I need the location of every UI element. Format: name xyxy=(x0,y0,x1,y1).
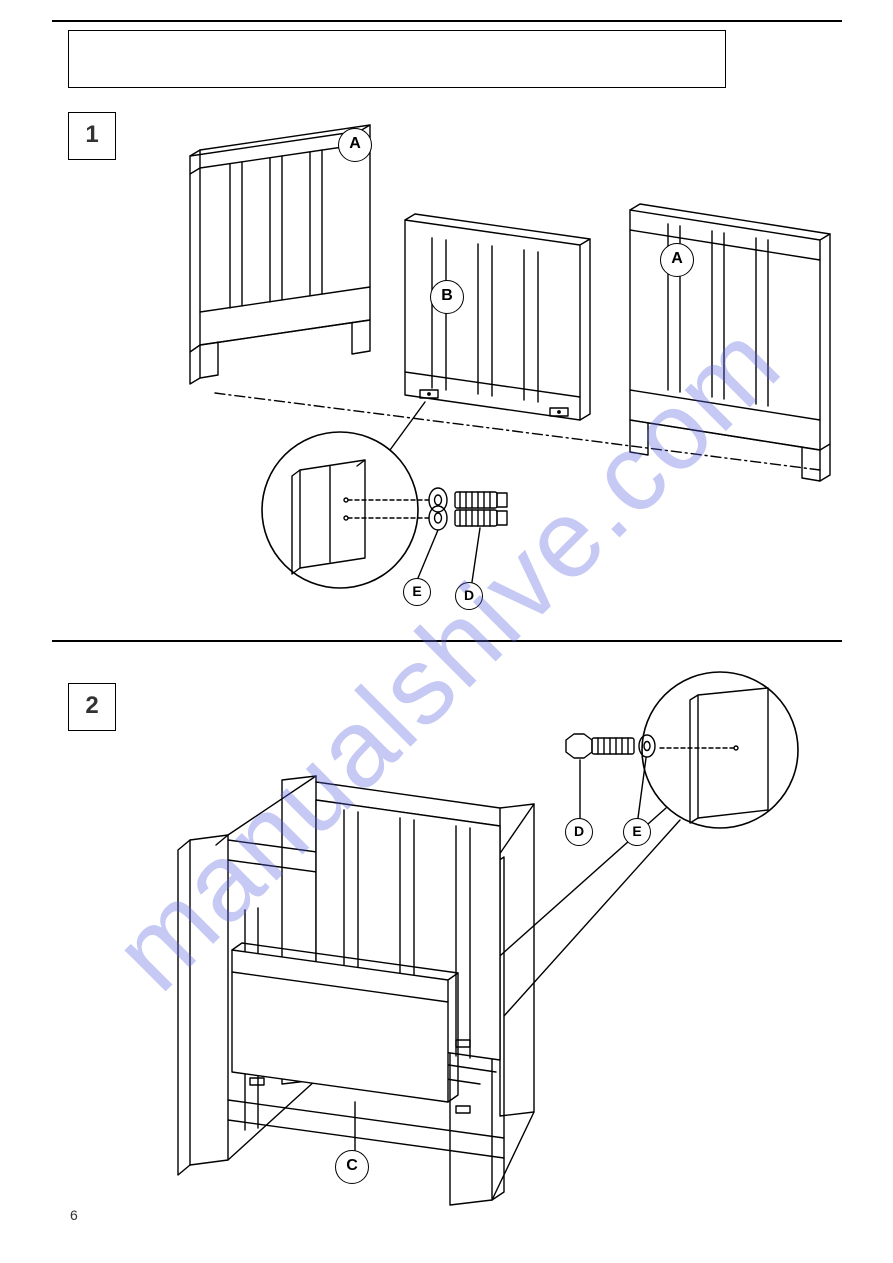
step-2-number: 2 xyxy=(85,692,98,719)
label-A-left: A xyxy=(338,128,372,162)
rule-mid xyxy=(52,640,842,642)
label-B: B xyxy=(430,280,464,314)
step-1-number: 1 xyxy=(85,121,98,148)
step-1-box: 1 xyxy=(68,112,116,160)
page-root: 1 2 xyxy=(0,0,893,1263)
label-E-step1: E xyxy=(403,578,431,606)
step2-diagram xyxy=(100,660,860,1220)
page-number: 6 xyxy=(70,1207,78,1223)
label-D-step1: D xyxy=(455,582,483,610)
title-box xyxy=(68,30,726,88)
step1-diagram xyxy=(120,90,860,620)
rule-top xyxy=(52,20,842,22)
label-C: C xyxy=(335,1150,369,1184)
label-A-right: A xyxy=(660,243,694,277)
label-D-step2: D xyxy=(565,818,593,846)
label-E-step2: E xyxy=(623,818,651,846)
